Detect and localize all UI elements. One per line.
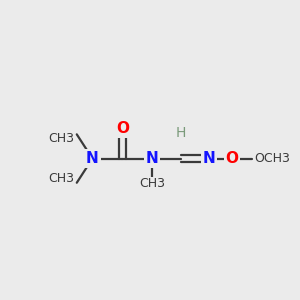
Text: CH3: CH3 (139, 177, 165, 190)
Text: N: N (203, 151, 215, 166)
Text: N: N (146, 151, 159, 166)
Text: CH3: CH3 (48, 132, 74, 145)
Text: CH3: CH3 (48, 172, 74, 185)
Text: OCH3: OCH3 (254, 152, 290, 165)
Text: N: N (86, 151, 99, 166)
Text: H: H (176, 126, 186, 140)
Text: O: O (116, 121, 129, 136)
Text: O: O (225, 151, 239, 166)
